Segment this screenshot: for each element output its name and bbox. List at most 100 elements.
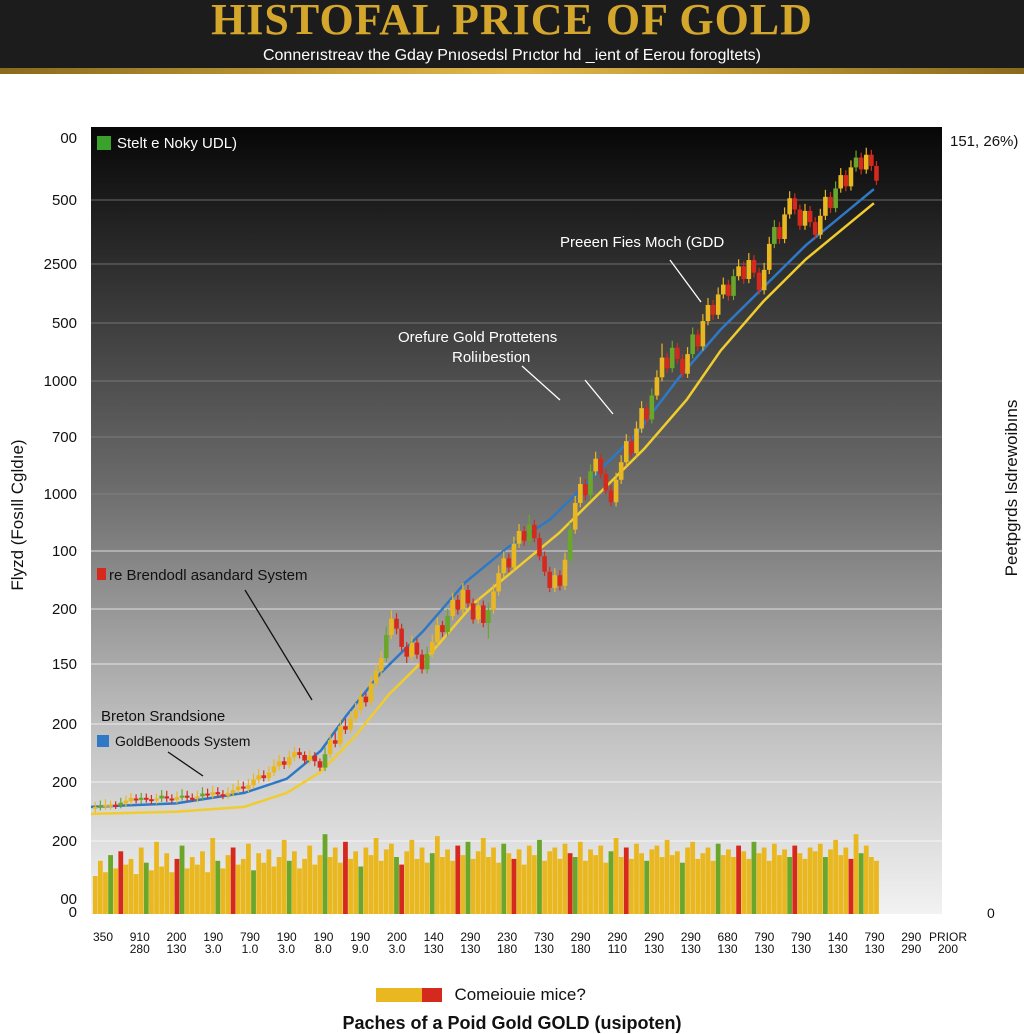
volume-bar [394, 857, 399, 914]
candle-body [874, 165, 879, 181]
x-tick-label: 290 [460, 930, 480, 944]
candle-body [833, 188, 838, 209]
volume-bar [118, 851, 124, 914]
volume-bar [164, 853, 170, 914]
volume-bar [521, 864, 527, 914]
x-tick-label: PRIOR [929, 930, 967, 944]
volume-bar [654, 845, 660, 914]
volume-bar [297, 868, 302, 914]
candle-body [276, 761, 282, 767]
candle-body [378, 658, 384, 671]
volume-bar [108, 855, 113, 914]
volume-bar [777, 855, 782, 914]
volume-bar [240, 858, 246, 914]
volume-bar [874, 860, 879, 914]
candle-body [246, 785, 251, 789]
candle-body [133, 798, 139, 801]
volume-bar [695, 858, 701, 914]
candle-body [312, 755, 318, 762]
candle-body [629, 441, 634, 454]
candle-body [195, 796, 200, 799]
x-tick-sublabel: 130 [534, 942, 554, 956]
x-tick-label: 190 [350, 930, 370, 944]
candle-body [593, 458, 598, 472]
candle-body [863, 154, 869, 170]
candle-body [669, 347, 675, 369]
candle-body [797, 209, 803, 226]
gold-divider [0, 68, 1024, 74]
volume-bar [705, 847, 711, 914]
candle-body [552, 575, 558, 588]
annotation-pointer [167, 751, 204, 777]
volume-bar [496, 862, 502, 914]
candle-body [470, 603, 476, 620]
candle-body [179, 795, 185, 798]
candle-body [460, 589, 466, 610]
volume-bar [143, 862, 149, 914]
volume-bar [593, 855, 599, 914]
volume-bar [644, 860, 650, 914]
volume-bar [501, 843, 507, 914]
volume-bar [516, 849, 522, 914]
candle-body [317, 761, 323, 768]
volume-bar [782, 849, 787, 914]
page-title: HISTOFAL PRICE OF GOLD [211, 0, 813, 44]
candle-body [327, 740, 333, 755]
volume-bar [429, 853, 435, 914]
legend-swatch-blue [97, 735, 109, 747]
legend-bretton-title: Breton Srandsione [101, 708, 225, 725]
candle-body [858, 157, 864, 170]
x-tick-sublabel: 280 [130, 942, 150, 956]
x-tick-label: 290 [644, 930, 664, 944]
candle-body [414, 642, 420, 655]
candle-body [383, 634, 389, 659]
candle-body [506, 558, 512, 568]
volume-bar [353, 851, 359, 914]
volume-bar [756, 853, 762, 914]
volume-bar [149, 870, 154, 914]
candle-body [108, 804, 113, 807]
volume-bar [291, 851, 297, 914]
candle-body [465, 589, 471, 604]
x-tick-sublabel: 290 [901, 942, 921, 956]
candle-body [256, 775, 261, 780]
candlesticks [92, 147, 879, 813]
y-axis-label-right: Peetpgrds lsdrewoibıns [1002, 399, 1021, 577]
volume-bar [741, 851, 747, 914]
candle-body [583, 483, 588, 496]
volume-bar [414, 858, 420, 914]
annotation-pointer [584, 379, 614, 415]
volume-bar [327, 857, 333, 914]
volume-bar [639, 853, 644, 914]
plot-area [91, 127, 942, 914]
x-tick-label: 680 [718, 930, 738, 944]
volume-bar [123, 864, 129, 914]
volume-bar [853, 834, 859, 914]
volume-bar [700, 853, 706, 914]
candle-body [266, 772, 272, 779]
volume-bar [823, 857, 828, 914]
candle-body [98, 805, 103, 808]
x-axis-ticks: 350 9102802001301903.07901.01903.01908.01… [93, 930, 967, 956]
x-tick-label: 910 [130, 930, 150, 944]
volume-bar [251, 870, 256, 914]
candle-body [251, 779, 256, 786]
volume-bar [465, 841, 471, 914]
candle-body [368, 683, 374, 703]
candle-body [756, 272, 762, 291]
volume-bar [858, 853, 864, 914]
x-tick-label: 200 [387, 930, 407, 944]
candle-body [572, 502, 578, 530]
candle-body [578, 483, 583, 503]
candle-body [302, 754, 307, 761]
candle-body [532, 524, 537, 539]
candle-body [848, 167, 854, 187]
candle-body [501, 558, 507, 574]
volume-bar [159, 866, 165, 914]
volume-bars [92, 834, 879, 914]
candle-body [812, 222, 818, 235]
volume-bar [97, 860, 103, 914]
candle-body [455, 599, 461, 610]
candle-body [511, 543, 517, 568]
candle-body [113, 804, 118, 807]
